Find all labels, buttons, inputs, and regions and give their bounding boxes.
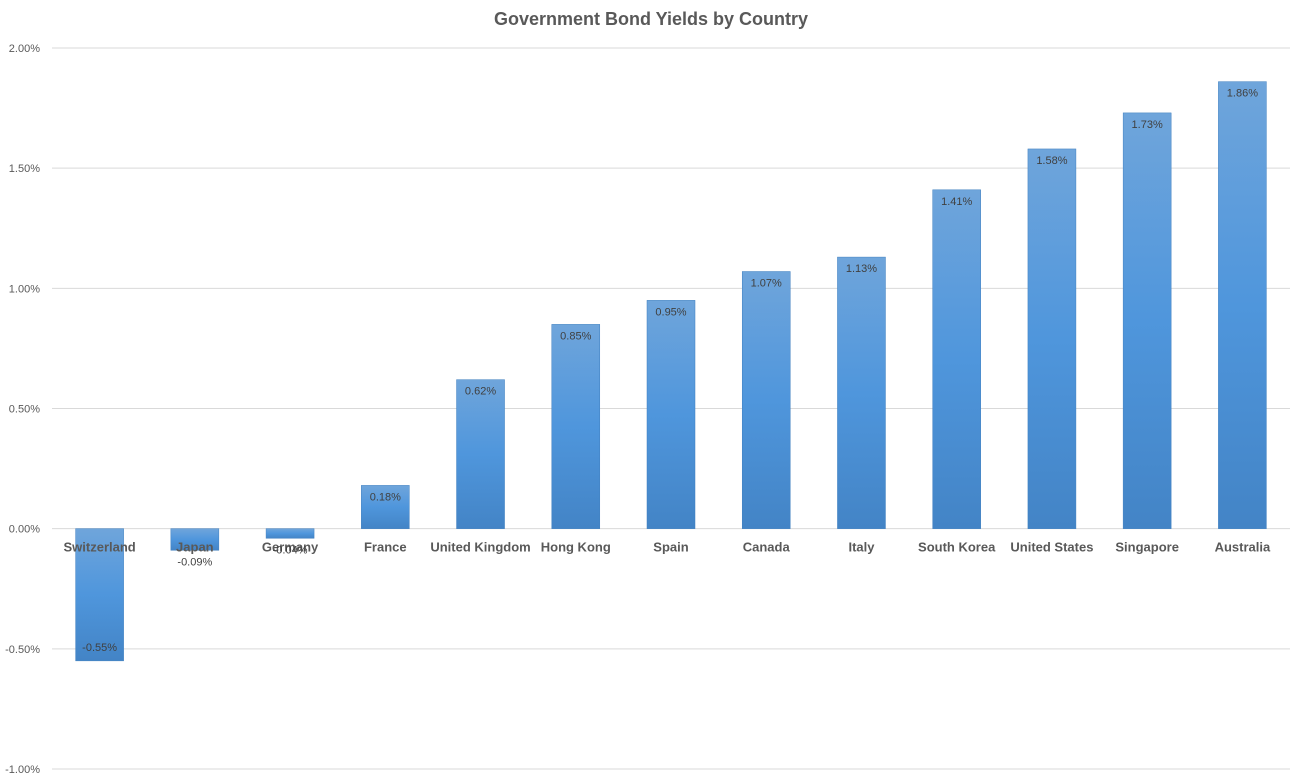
x-tick-label: Spain	[653, 540, 688, 555]
bar	[1122, 112, 1172, 529]
data-label: 1.07%	[751, 278, 782, 290]
y-tick-label: -0.50%	[5, 644, 40, 656]
x-tick-label: United Kingdom	[430, 540, 530, 555]
bar	[265, 528, 315, 539]
data-label: 1.86%	[1227, 88, 1258, 100]
bars	[75, 81, 1267, 662]
x-tick-label: Australia	[1215, 540, 1271, 555]
x-tick-label: Switzerland	[63, 540, 135, 555]
bar	[456, 379, 505, 529]
x-tick-label: Japan	[176, 540, 214, 555]
y-tick-label: -1.00%	[5, 764, 40, 776]
y-tick-label: 1.50%	[9, 163, 40, 175]
y-tick-label: 2.00%	[9, 43, 40, 55]
data-label: -0.55%	[82, 642, 117, 654]
data-label: 0.18%	[370, 491, 401, 503]
data-label: 1.41%	[941, 196, 972, 208]
bar	[551, 324, 601, 529]
y-tick-label: 1.00%	[9, 283, 40, 295]
data-label: 0.62%	[465, 386, 496, 398]
data-label: -0.04%	[273, 544, 308, 556]
x-tick-label: Singapore	[1115, 540, 1179, 555]
bar	[361, 485, 410, 529]
data-label: 1.58%	[1036, 155, 1067, 167]
chart-title: Government Bond Yields by Country	[494, 9, 808, 29]
bar	[837, 256, 886, 529]
y-tick-label: 0.50%	[9, 404, 40, 416]
data-label: 0.95%	[655, 306, 686, 318]
data-label: 1.13%	[846, 263, 877, 275]
bar	[1027, 148, 1077, 529]
bar	[646, 300, 696, 529]
bar	[75, 528, 124, 662]
x-axis-category-labels: Switzerland Japan Germany France United King…	[63, 540, 1270, 555]
x-tick-label: Hong Kong	[541, 540, 611, 555]
data-label: 0.85%	[560, 330, 591, 342]
bar	[170, 528, 220, 551]
x-tick-label: France	[364, 540, 407, 555]
data-labels: -0.55% -0.09% -0.04% 0.18% 0.62% 0.85% 0.95% 1.…	[82, 88, 1258, 654]
x-tick-label: Italy	[848, 540, 875, 555]
y-tick-label: 0.00%	[9, 524, 40, 536]
bar	[1218, 81, 1267, 529]
bar	[932, 189, 981, 529]
x-tick-label: Germany	[262, 540, 319, 555]
x-tick-label: United States	[1010, 540, 1093, 555]
y-axis-tick-labels: 2.00% 1.50% 1.00% 0.50% 0.00% -0.50% -1.00%	[5, 43, 40, 776]
x-tick-label: South Korea	[918, 540, 996, 555]
bar	[741, 271, 791, 529]
data-label: 1.73%	[1132, 119, 1163, 131]
data-label: -0.09%	[177, 556, 212, 568]
x-tick-label: Canada	[743, 540, 791, 555]
